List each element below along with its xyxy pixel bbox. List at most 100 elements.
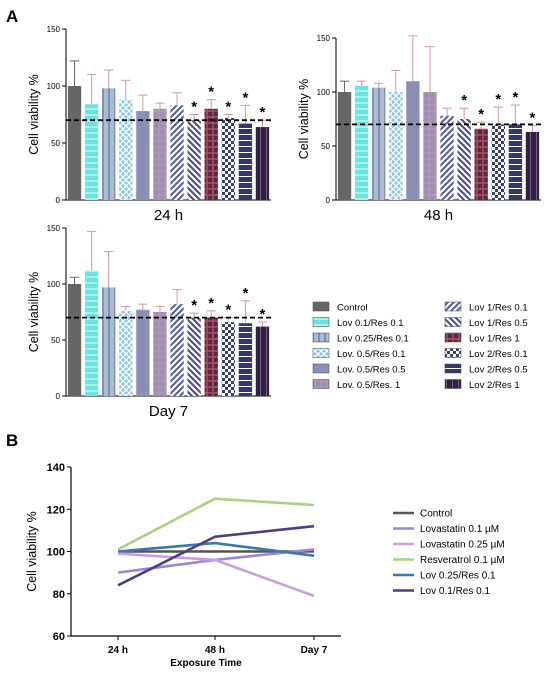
bar <box>136 309 150 396</box>
bar <box>153 312 167 396</box>
bar <box>491 124 505 200</box>
bar <box>67 284 82 396</box>
y-tick-label: 150 <box>47 25 61 34</box>
legend-label: Lov 2/Res 0.5 <box>469 365 528 376</box>
significance-star: * <box>208 84 214 101</box>
bar <box>136 111 150 200</box>
bar <box>84 270 99 396</box>
significance-star: * <box>260 306 266 323</box>
y-tick-label: 150 <box>47 224 61 233</box>
bar <box>337 92 352 200</box>
legend-swatch <box>312 332 330 343</box>
significance-star: * <box>512 89 518 106</box>
y-tick-label: 50 <box>51 139 60 148</box>
y-tick-label: 0 <box>326 196 331 205</box>
bar <box>474 128 488 200</box>
bar-chart-48h: 0 50 100 150 Cell viability % * * * * * 48 h <box>297 34 541 224</box>
significance-star: * <box>242 285 248 302</box>
bar <box>170 304 184 396</box>
y-tick-label: 60 <box>53 631 65 643</box>
legend-label: Lov 1/Res 0.1 <box>469 303 528 314</box>
y-tick-label: 0 <box>56 392 61 401</box>
significance-star: * <box>242 89 248 106</box>
bar <box>187 317 201 396</box>
bar <box>67 86 82 200</box>
bar <box>119 310 133 396</box>
legend-label: Control <box>337 303 368 314</box>
legend-swatch <box>312 317 330 327</box>
legend-label: Lov 2/Res 1 <box>469 380 520 391</box>
legend-label: Lov 0.25/Res 0.1 <box>420 571 496 582</box>
legend-label: Lov 1/Res 0.5 <box>469 318 528 329</box>
y-tick-label: 100 <box>47 547 65 559</box>
bar <box>84 104 99 200</box>
bar <box>187 120 201 200</box>
significance-star: * <box>225 302 231 319</box>
legend-label: Lov 1/Res 1 <box>469 334 520 345</box>
chart-title: 24 h <box>154 207 183 224</box>
bar <box>525 131 540 200</box>
bar <box>238 123 253 200</box>
bar <box>204 317 218 396</box>
legend-label: Lovastatin 0.25 µM <box>420 540 505 551</box>
legend-swatch <box>444 379 462 389</box>
x-tick-label: 48 h <box>205 645 225 656</box>
legend-swatch <box>444 363 462 374</box>
bar <box>508 124 523 200</box>
bar <box>255 326 270 396</box>
significance-star: * <box>478 106 484 123</box>
bar <box>255 127 270 200</box>
y-tick-label: 100 <box>317 88 331 97</box>
y-tick-label: 120 <box>47 504 65 516</box>
bar <box>204 108 218 200</box>
significance-star: * <box>260 104 266 121</box>
legend-swatch <box>444 348 462 358</box>
legend-label: Control <box>420 509 452 520</box>
y-tick-label: 0 <box>56 196 61 205</box>
bar <box>221 117 235 200</box>
x-tick-label: Day 7 <box>301 645 328 656</box>
legend-swatch <box>444 317 462 327</box>
bar <box>102 287 116 396</box>
significance-star: * <box>225 99 231 116</box>
line-chart-panel-b: 60 80 100 120 140 24 h 48 h Day 7 Exposure Time C… <box>25 462 341 669</box>
bar-chart-24h: 0 50 100 150 Cell viability % * * * * * 24 h <box>27 25 271 224</box>
bar <box>457 119 471 200</box>
legend-swatch <box>312 379 330 389</box>
legend-label: Lov. 0.5/Res 0.5 <box>337 365 405 376</box>
panel-a-letter: A <box>6 7 18 26</box>
panel-b-letter: B <box>6 431 18 450</box>
significance-star: * <box>461 92 467 109</box>
y-axis-label: Cell viability % <box>297 79 311 160</box>
legend-swatch <box>312 348 330 358</box>
bar <box>102 88 116 200</box>
x-axis-label: Exposure Time <box>170 658 242 669</box>
legend-label: Lovastatin 0.1 µM <box>420 524 499 535</box>
legend-swatch <box>444 332 462 343</box>
bar <box>119 99 133 200</box>
legend-label: Lov. 0.5/Res 0.1 <box>337 349 405 360</box>
bar <box>389 92 403 200</box>
legend-panel-a: Control Lov 0.1/Res 0.1 Lov 0.25/Res 0.1 Lo… <box>312 301 528 391</box>
y-tick-label: 150 <box>317 34 331 43</box>
y-axis-label: Cell viability % <box>25 511 39 592</box>
significance-star: * <box>191 99 197 116</box>
legend-swatch <box>444 301 462 312</box>
legend-label: Resveratrol 0.1 µM <box>420 555 505 566</box>
bar <box>440 115 454 200</box>
bar <box>170 105 184 200</box>
series-line <box>117 497 315 551</box>
y-tick-label: 50 <box>321 142 330 151</box>
legend-label: Lov 0.1/Res 0.1 <box>420 586 490 597</box>
bar <box>354 85 369 200</box>
significance-star: * <box>208 295 214 312</box>
series-line <box>117 541 315 558</box>
legend-label: Lov 2/Res 0.1 <box>469 349 528 360</box>
y-tick-label: 140 <box>47 462 65 474</box>
y-axis-label: Cell viability % <box>27 74 41 155</box>
bar <box>372 87 386 200</box>
legend-label: Lov. 0.5/Res. 1 <box>337 380 400 391</box>
legend-panel-b: Control Lovastatin 0.1 µM Lovastatin 0.25 … <box>393 509 505 597</box>
y-axis-label: Cell viability % <box>27 272 41 353</box>
